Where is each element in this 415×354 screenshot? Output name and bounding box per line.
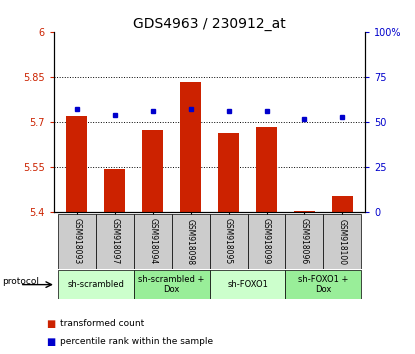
Text: percentile rank within the sample: percentile rank within the sample (60, 337, 213, 346)
Bar (218, 133, 239, 212)
Bar (286, 214, 323, 269)
Bar (58, 270, 134, 299)
Title: GDS4963 / 230912_at: GDS4963 / 230912_at (133, 17, 286, 31)
Text: transformed count: transformed count (60, 319, 144, 329)
Text: protocol: protocol (2, 276, 39, 286)
Bar (256, 127, 277, 212)
Text: GSM918097: GSM918097 (110, 218, 119, 265)
Bar (134, 270, 210, 299)
Bar (294, 211, 315, 212)
Bar (142, 130, 163, 212)
Bar (172, 214, 210, 269)
Bar (210, 214, 247, 269)
Bar (323, 214, 361, 269)
Bar (58, 214, 96, 269)
Bar (332, 196, 353, 212)
Bar (66, 116, 87, 212)
Text: GSM918095: GSM918095 (224, 218, 233, 265)
Text: sh-FOXO1 +
Dox: sh-FOXO1 + Dox (298, 275, 349, 294)
Text: GSM918100: GSM918100 (338, 218, 347, 265)
Text: sh-FOXO1: sh-FOXO1 (227, 280, 268, 289)
Text: GSM918096: GSM918096 (300, 218, 309, 265)
Text: sh-scrambled +
Dox: sh-scrambled + Dox (139, 275, 205, 294)
Text: GSM918099: GSM918099 (262, 218, 271, 265)
Bar (180, 81, 201, 212)
Bar (96, 214, 134, 269)
Text: ■: ■ (46, 319, 55, 329)
Text: GSM918094: GSM918094 (148, 218, 157, 265)
Bar (210, 270, 286, 299)
Text: sh-scrambled: sh-scrambled (67, 280, 124, 289)
Text: GSM918098: GSM918098 (186, 218, 195, 265)
Bar (104, 169, 125, 212)
Bar (247, 214, 286, 269)
Bar (134, 214, 172, 269)
Bar (286, 270, 361, 299)
Text: ■: ■ (46, 337, 55, 347)
Text: GSM918093: GSM918093 (72, 218, 81, 265)
